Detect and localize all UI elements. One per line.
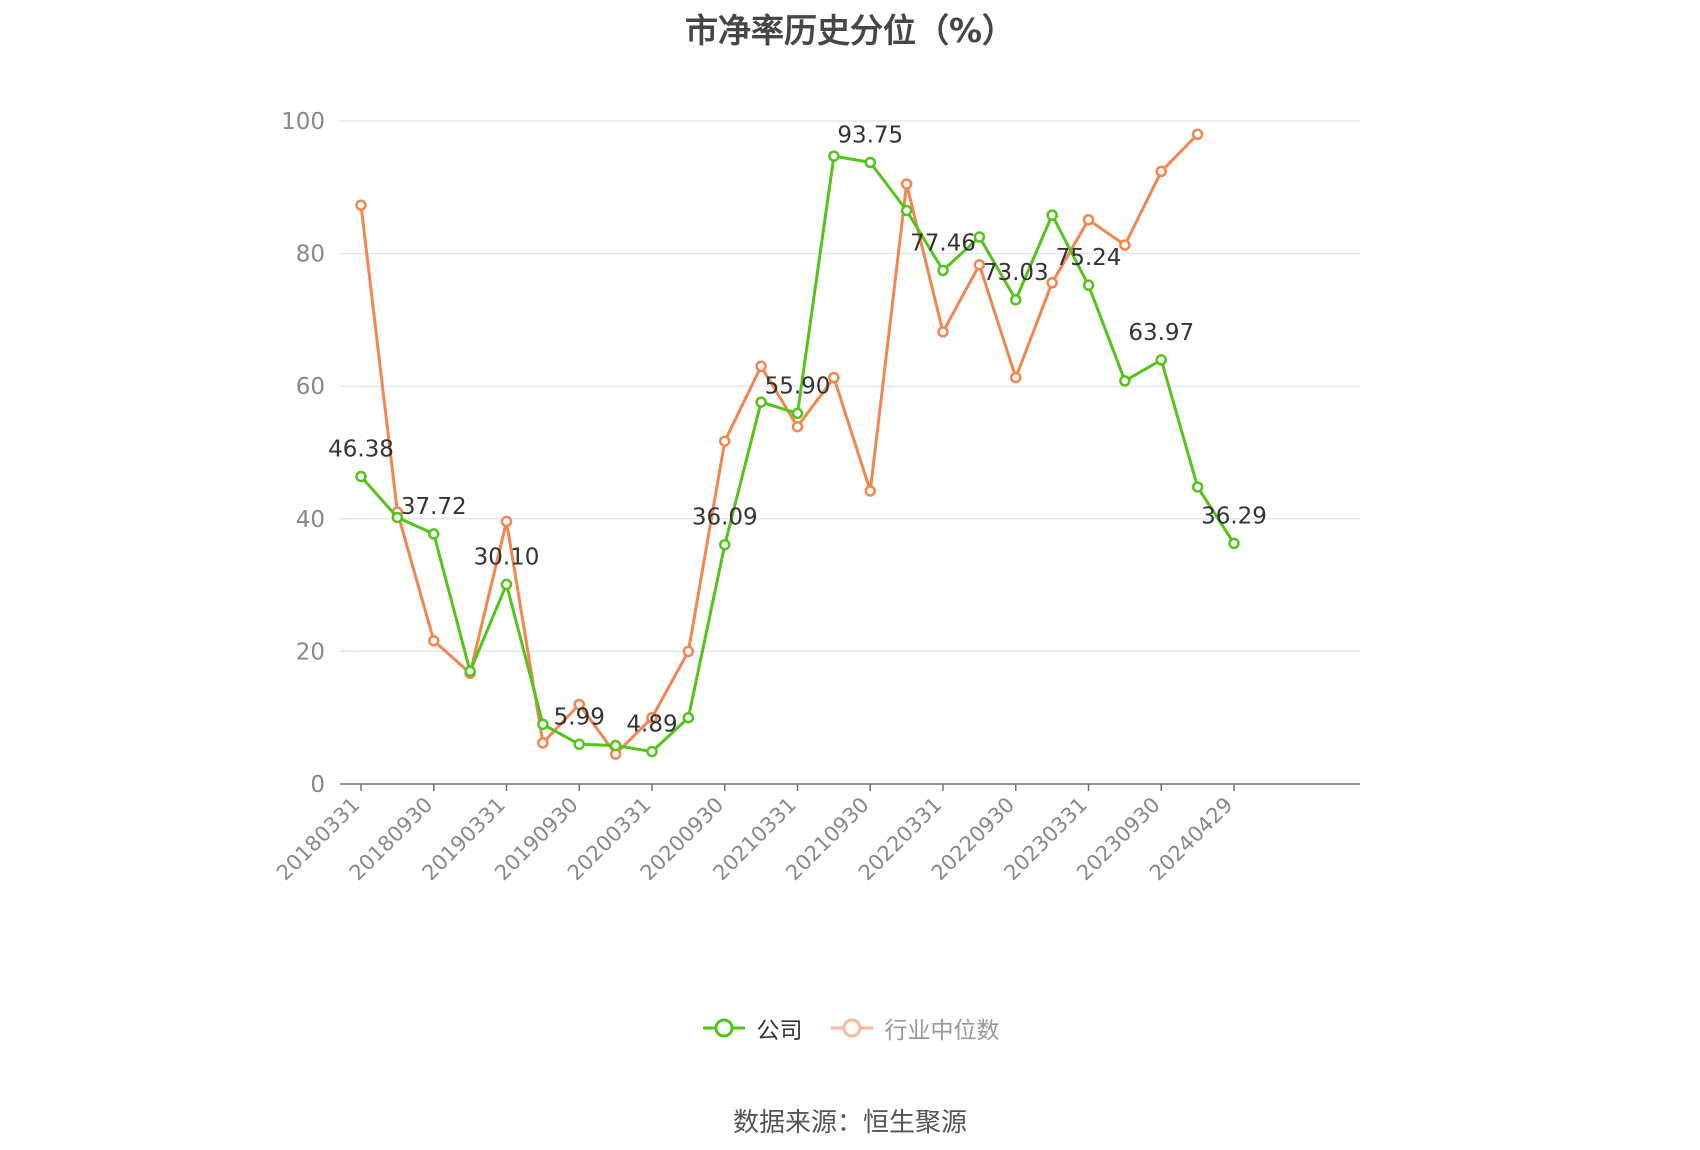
- legend-line-marker-icon: [830, 1018, 873, 1038]
- legend-label-company: 公司: [756, 1018, 803, 1044]
- data-label: 5.99: [554, 704, 605, 730]
- legend-item-company[interactable]: 公司: [701, 1011, 803, 1045]
- data-point: [1119, 239, 1131, 251]
- data-point: [719, 435, 731, 447]
- data-point: [719, 538, 731, 551]
- legend-item-industry-median[interactable]: 行业中位数: [829, 1011, 1000, 1045]
- y-tick-label: 80: [296, 242, 325, 268]
- legend: 公司 行业中位数: [0, 1010, 1700, 1046]
- data-point: [828, 150, 840, 162]
- data-point: [791, 407, 804, 420]
- y-tick-label: 60: [296, 374, 325, 400]
- data-label: 75.24: [1056, 245, 1122, 271]
- data-point: [937, 326, 949, 338]
- data-point: [464, 665, 476, 678]
- data-label: 36.09: [692, 505, 758, 531]
- data-point: [1082, 279, 1095, 291]
- data-point: [900, 178, 913, 190]
- series-line-1: [359, 133, 1199, 756]
- data-point: [791, 420, 804, 433]
- data-point: [537, 718, 549, 731]
- y-tick-label: 40: [296, 507, 325, 533]
- data-point: [428, 635, 440, 647]
- y-tick-label: 0: [310, 772, 325, 798]
- data-point: [1082, 214, 1095, 226]
- data-point: [755, 396, 767, 408]
- data-point: [1010, 294, 1022, 306]
- legend-label-industry-median: 行业中位数: [884, 1018, 1000, 1044]
- data-point: [973, 231, 986, 243]
- data-label: 4.89: [626, 712, 677, 738]
- data-point: [755, 360, 767, 373]
- data-point: [500, 578, 513, 591]
- legend-line-marker-icon: [702, 1018, 745, 1038]
- data-point: [864, 485, 876, 497]
- source-note: 数据来源：恒生聚源: [732, 1108, 967, 1138]
- data-point: [682, 645, 695, 658]
- data-point: [646, 711, 658, 724]
- data-label: 36.29: [1201, 503, 1267, 529]
- data-point: [609, 739, 622, 752]
- y-tick-label: 20: [296, 639, 325, 665]
- data-point: [1119, 375, 1131, 387]
- data-labels: 46.38 37.72 30.10 5.99 4.89 36.09 55.90 93.75 77…: [328, 122, 1267, 737]
- data-label: 30.10: [474, 544, 540, 570]
- data-point: [1228, 537, 1240, 550]
- data-point: [500, 515, 513, 528]
- series: [355, 128, 1240, 760]
- chart-title: 市净率历史分位（%）: [684, 11, 1016, 50]
- data-point: [1191, 481, 1204, 493]
- data-point: [1155, 354, 1167, 366]
- axes: 0204060801002018033120180930201903312019…: [272, 109, 1360, 885]
- data-point: [1010, 371, 1022, 384]
- data-point: [973, 259, 986, 271]
- data-point: [1046, 209, 1058, 221]
- data-point: [428, 528, 440, 540]
- data-label: 37.72: [401, 494, 467, 520]
- data-label: 77.46: [910, 230, 976, 256]
- data-label: 63.97: [1128, 320, 1194, 346]
- data-point: [355, 199, 367, 211]
- data-point: [646, 745, 658, 758]
- data-point: [573, 698, 585, 711]
- data-point: [682, 711, 695, 724]
- y-tick-label: 100: [281, 109, 325, 135]
- data-point: [1046, 277, 1058, 289]
- data-point: [828, 371, 840, 384]
- data-point: [937, 264, 949, 277]
- data-point: [355, 470, 367, 483]
- data-point: [864, 156, 876, 169]
- data-label: 55.90: [765, 373, 831, 399]
- data-label: 93.75: [837, 122, 903, 148]
- data-label: 46.38: [328, 437, 394, 463]
- data-point: [1155, 165, 1167, 178]
- data-point: [1191, 128, 1204, 141]
- data-point: [537, 737, 549, 749]
- data-point: [900, 204, 913, 217]
- data-point: [573, 738, 585, 751]
- data-label: 73.03: [983, 260, 1049, 286]
- data-point: [391, 511, 404, 524]
